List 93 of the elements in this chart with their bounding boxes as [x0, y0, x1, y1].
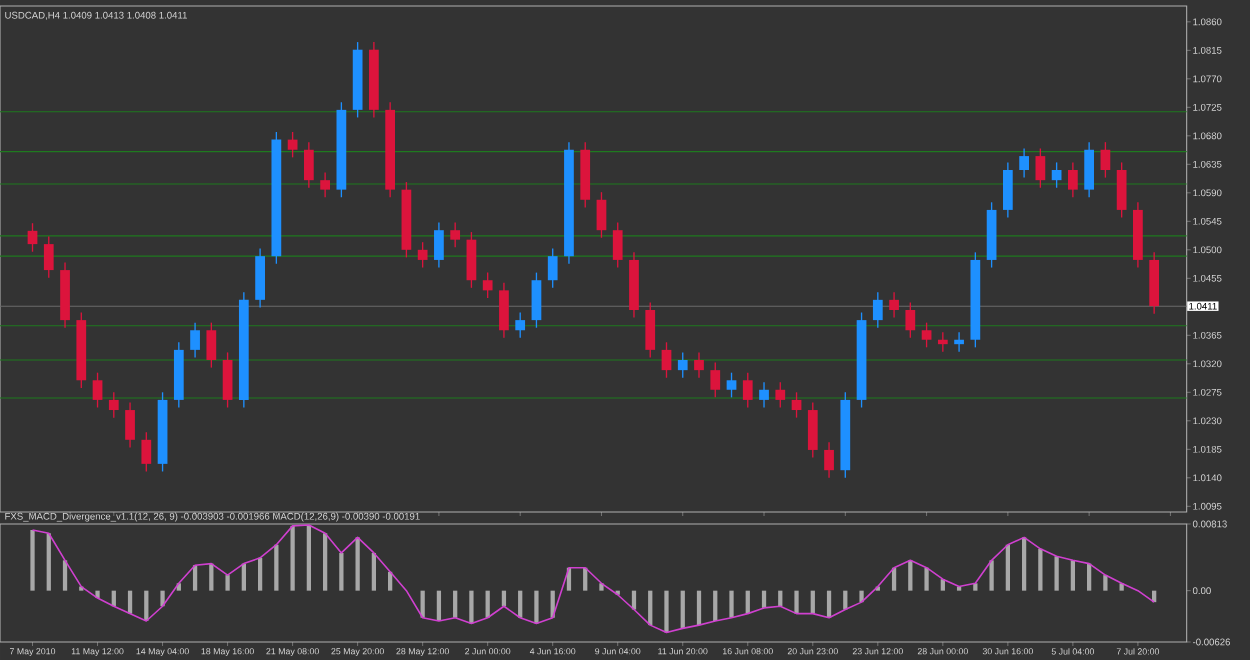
bar — [713, 590, 718, 622]
candlestick — [1116, 161, 1127, 219]
bar — [729, 590, 734, 618]
candlestick — [710, 361, 721, 399]
bar — [1087, 563, 1092, 591]
bar — [241, 563, 246, 591]
candlestick — [905, 301, 916, 339]
candlestick — [1035, 147, 1046, 189]
candlestick — [108, 391, 119, 419]
candlestick — [645, 301, 656, 359]
bar — [339, 552, 344, 591]
bar — [322, 533, 328, 591]
candlestick — [759, 381, 769, 409]
bar — [62, 560, 68, 591]
bar — [225, 575, 230, 591]
bar — [924, 567, 929, 591]
bar — [696, 590, 702, 626]
candlestick — [320, 171, 330, 198]
bar — [1070, 560, 1076, 591]
bar — [501, 590, 507, 607]
candlestick — [43, 235, 54, 279]
candlestick — [677, 351, 688, 379]
bar — [794, 590, 799, 614]
candlestick — [937, 331, 948, 353]
candlestick — [482, 271, 493, 299]
bar — [274, 544, 279, 591]
candlestick — [807, 401, 818, 459]
candlestick — [824, 441, 834, 479]
bar — [843, 590, 848, 610]
candlestick — [531, 271, 542, 329]
bar — [973, 583, 978, 591]
candlestick — [222, 351, 233, 409]
candlestick — [596, 191, 607, 239]
candlestick — [872, 291, 883, 329]
candlestick — [92, 372, 103, 409]
candlestick — [190, 321, 200, 359]
candlestick — [547, 247, 558, 289]
bar — [192, 565, 198, 591]
bar — [810, 590, 815, 614]
candlestick — [1019, 147, 1029, 179]
bar — [30, 529, 35, 591]
bar — [534, 590, 539, 624]
candlestick — [417, 241, 428, 269]
bar — [859, 590, 864, 603]
candlestick — [1084, 141, 1095, 198]
candlestick — [694, 351, 704, 379]
candlestick — [1002, 161, 1013, 219]
candlestick — [125, 401, 135, 449]
candlestick — [1051, 161, 1062, 189]
candlestick — [206, 321, 217, 369]
candlestick — [303, 141, 314, 189]
candlestick — [27, 222, 38, 253]
bar — [355, 537, 360, 591]
candlestick — [499, 282, 509, 339]
bar — [257, 557, 263, 591]
bar — [1054, 556, 1059, 591]
bar — [908, 560, 913, 591]
candlestick — [1149, 251, 1160, 315]
candlestick — [141, 431, 152, 473]
bar — [1021, 537, 1027, 591]
candlestick — [1100, 141, 1111, 179]
bar — [664, 590, 669, 633]
candlestick — [612, 221, 623, 269]
candlestick — [661, 341, 672, 379]
bar — [989, 560, 994, 591]
candlestick — [921, 321, 932, 349]
bar — [453, 590, 458, 618]
bar — [209, 563, 214, 591]
bar — [680, 590, 685, 629]
bar — [1103, 575, 1108, 591]
bar — [371, 552, 377, 591]
candlestick — [775, 381, 786, 409]
candlestick — [466, 231, 477, 289]
bar — [1005, 544, 1010, 591]
bar — [1038, 548, 1043, 591]
candlestick — [287, 131, 298, 159]
candlestick — [954, 331, 964, 353]
candlestick — [791, 391, 802, 419]
bar — [436, 590, 442, 622]
candlestick — [450, 221, 461, 248]
bar — [469, 590, 474, 624]
bar — [160, 590, 165, 607]
bar — [940, 579, 945, 591]
candlestick — [434, 221, 444, 269]
candlestick — [1068, 161, 1078, 198]
bar — [826, 590, 832, 618]
candlestick — [726, 372, 737, 399]
candlestick — [889, 291, 899, 319]
bar — [46, 533, 51, 591]
candlestick — [255, 247, 265, 309]
candlestick — [515, 311, 526, 339]
bar — [388, 571, 393, 591]
candlestick — [742, 372, 753, 409]
